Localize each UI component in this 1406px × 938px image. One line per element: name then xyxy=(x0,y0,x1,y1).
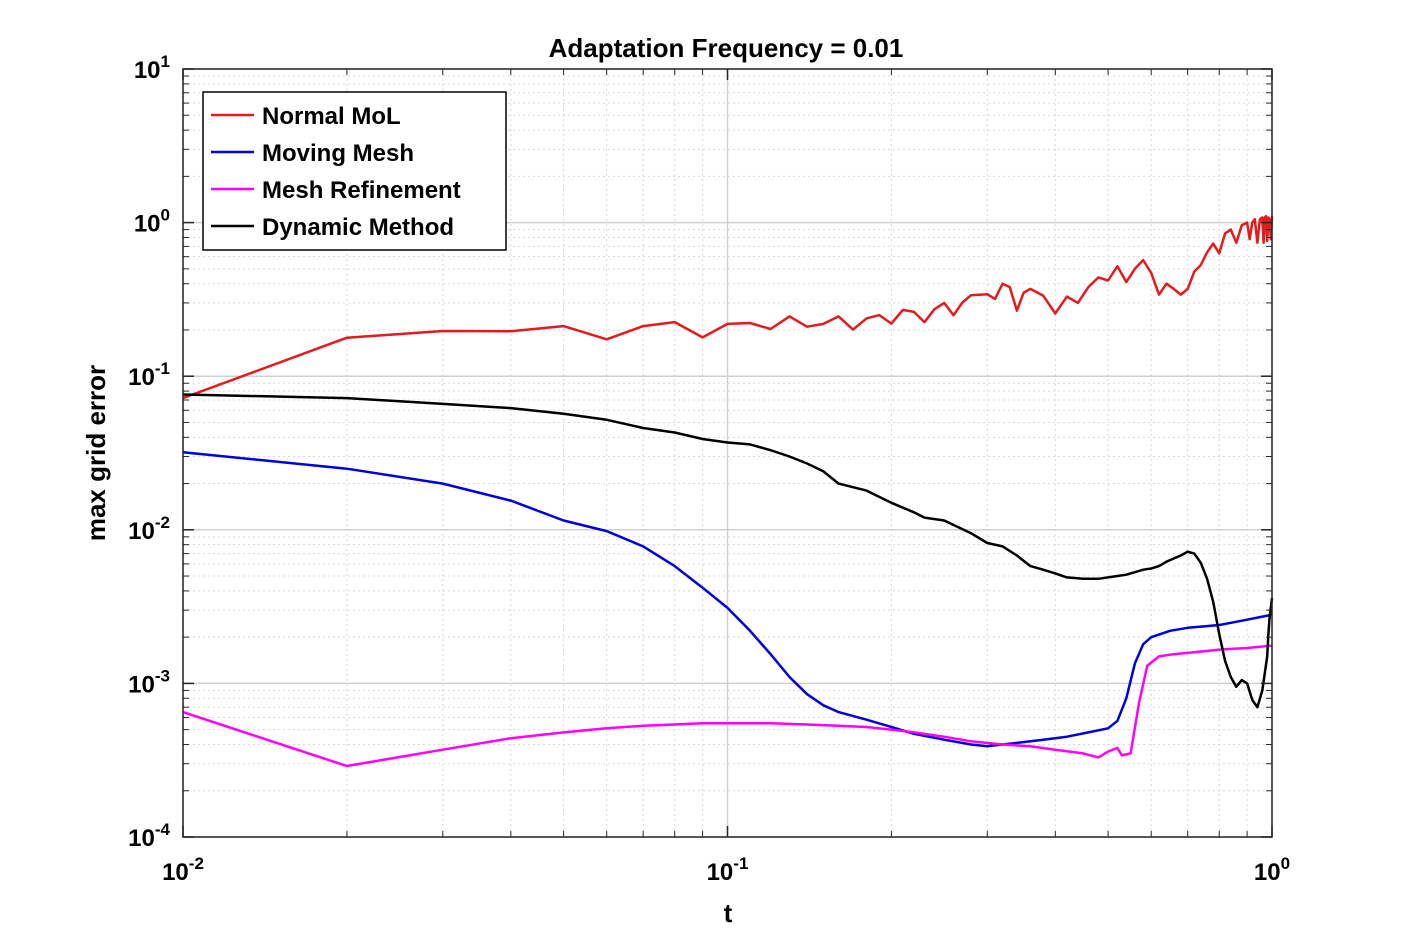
y-tick-label: 10-4 xyxy=(128,820,170,852)
series-line-moving-mesh xyxy=(182,450,1273,748)
series-line-dynamic-method xyxy=(182,393,1274,709)
y-tick-label: 10-1 xyxy=(128,359,170,391)
ticks-layer xyxy=(182,68,1273,838)
y-axis-label: max grid error xyxy=(81,365,111,541)
chart-title: Adaptation Frequency = 0.01 xyxy=(549,33,904,63)
y-tick-label: 10-3 xyxy=(128,666,170,698)
legend: Normal MoL Moving Mesh Mesh Refinement Dyna… xyxy=(202,91,507,251)
legend-box xyxy=(202,91,507,251)
series-line-mesh-refinement xyxy=(182,644,1273,768)
x-tick-label: 10-2 xyxy=(162,854,204,886)
series-layer xyxy=(182,214,1274,768)
y-tick-label: 100 xyxy=(134,206,170,238)
tick-labels: 10-2 10-1 100 10-4 10-3 10-2 10-1 100 101 xyxy=(128,52,1290,886)
y-tick-label: 101 xyxy=(134,52,170,84)
legend-label-mesh-refinement: Mesh Refinement xyxy=(262,177,461,204)
legend-label-normal-mol: Normal MoL xyxy=(262,103,401,130)
legend-label-dynamic-method: Dynamic Method xyxy=(262,214,454,241)
x-tick-label: 100 xyxy=(1254,854,1290,886)
y-tick-label: 10-2 xyxy=(128,513,170,545)
x-axis-label: t xyxy=(724,898,733,928)
x-tick-label: 10-1 xyxy=(707,854,749,886)
series-line-normal-mol xyxy=(182,214,1274,400)
legend-label-moving-mesh: Moving Mesh xyxy=(262,140,414,167)
